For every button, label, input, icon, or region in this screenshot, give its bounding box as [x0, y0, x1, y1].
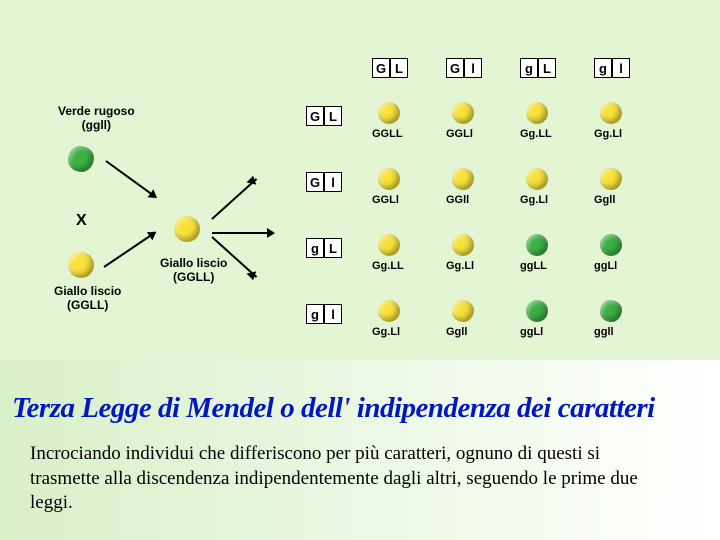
pea-yellow-sm — [378, 300, 400, 322]
pea-yellow-sm — [68, 252, 94, 278]
row-allele-2: gL — [306, 238, 342, 258]
pea-yellow-sm — [174, 216, 200, 242]
geno-0-3: Gg.Ll — [594, 128, 622, 140]
row-allele-3: gl — [306, 304, 342, 324]
geno-1-3: Ggll — [594, 194, 615, 206]
pea-yellow-sm — [526, 168, 548, 190]
pea-yellow-sm — [600, 102, 622, 124]
col-allele-3: gl — [594, 58, 630, 78]
pea-yellow-sm — [526, 102, 548, 124]
pea-yellow-sm — [452, 102, 474, 124]
pea-yellow-wr — [452, 168, 474, 190]
pea-green-sm — [526, 300, 548, 322]
geno-3-3: ggll — [594, 326, 614, 338]
pea-yellow-sm — [378, 234, 400, 256]
pea-green-sm — [600, 234, 622, 256]
geno-0-2: Gg.LL — [520, 128, 552, 140]
row-allele-0: GL — [306, 106, 342, 126]
pea-yellow-sm — [378, 102, 400, 124]
geno-2-3: ggLl — [594, 260, 617, 272]
col-allele-1: Gl — [446, 58, 482, 78]
arrow-3 — [212, 232, 274, 234]
geno-0-0: GGLL — [372, 128, 403, 140]
pea-green-wr — [600, 300, 622, 322]
pea-yellow-sm — [452, 234, 474, 256]
geno-1-1: GGll — [446, 194, 469, 206]
geno-3-2: ggLl — [520, 326, 543, 338]
geno-1-2: Gg.Ll — [520, 194, 548, 206]
pea-yellow-wr — [600, 168, 622, 190]
pea-green-sm — [526, 234, 548, 256]
parent1-label: Verde rugoso(ggll) — [58, 104, 135, 133]
row-allele-1: Gl — [306, 172, 342, 192]
pea-yellow-wr — [452, 300, 474, 322]
law-title: Terza Legge di Mendel o dell' indipenden… — [12, 392, 655, 425]
f1-label: Giallo liscio(GGLL) — [160, 256, 227, 285]
geno-0-1: GGLl — [446, 128, 473, 140]
geno-1-0: GGLl — [372, 194, 399, 206]
law-paragraph: Incrociando individui che differiscono p… — [30, 442, 670, 516]
geno-3-0: Gg.Ll — [372, 326, 400, 338]
geno-2-0: Gg.LL — [372, 260, 404, 272]
pea-yellow-sm — [378, 168, 400, 190]
geno-3-1: Ggll — [446, 326, 467, 338]
geno-2-1: Gg.Ll — [446, 260, 474, 272]
col-allele-0: GL — [372, 58, 408, 78]
parent2-label: Giallo liscio(GGLL) — [54, 284, 121, 313]
col-allele-2: gL — [520, 58, 556, 78]
geno-2-2: ggLL — [520, 260, 547, 272]
cross-x: X — [76, 212, 87, 230]
